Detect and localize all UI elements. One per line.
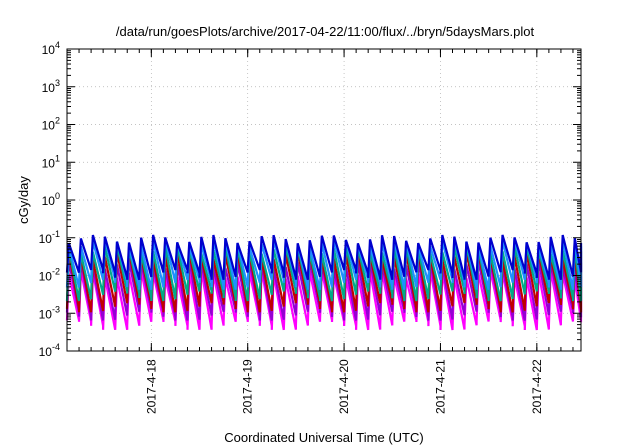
grid: [67, 49, 581, 351]
y-tick-labels: 10-4 10-3 10-2 10-1 100 101 102 103 104: [39, 40, 60, 359]
y-tick-label: 10-4: [39, 342, 60, 359]
x-tick-label: 2017-4-21: [433, 359, 447, 414]
x-tick-label: 2017-4-19: [241, 359, 255, 414]
y-tick-label: 10-3: [39, 304, 60, 321]
y-tick-label: 10-1: [39, 229, 60, 246]
y-tick-label: 10-2: [39, 267, 60, 284]
y-axis-label: cGy/day: [16, 176, 31, 224]
series-line: [65, 234, 583, 281]
y-tick-label: 103: [42, 78, 60, 95]
x-axis-label: Coordinated Universal Time (UTC): [224, 430, 423, 445]
plot-frame: [66, 48, 582, 352]
x-tick-labels: 2017-4-18 2017-4-19 2017-4-20 2017-4-21 2017…: [144, 359, 544, 414]
series-layer: [65, 234, 583, 331]
x-tick-label: 2017-4-20: [337, 359, 351, 414]
chart-title: /data/run/goesPlots/archive/2017-04-22/1…: [116, 24, 535, 39]
y-tick-label: 104: [42, 40, 60, 57]
y-tick-label: 100: [42, 191, 60, 208]
x-tick-label: 2017-4-18: [144, 359, 158, 414]
y-tick-label: 101: [42, 153, 60, 170]
series-line: [65, 270, 583, 331]
x-tick-label: 2017-4-22: [530, 359, 544, 414]
y-tick-label: 102: [42, 116, 60, 133]
